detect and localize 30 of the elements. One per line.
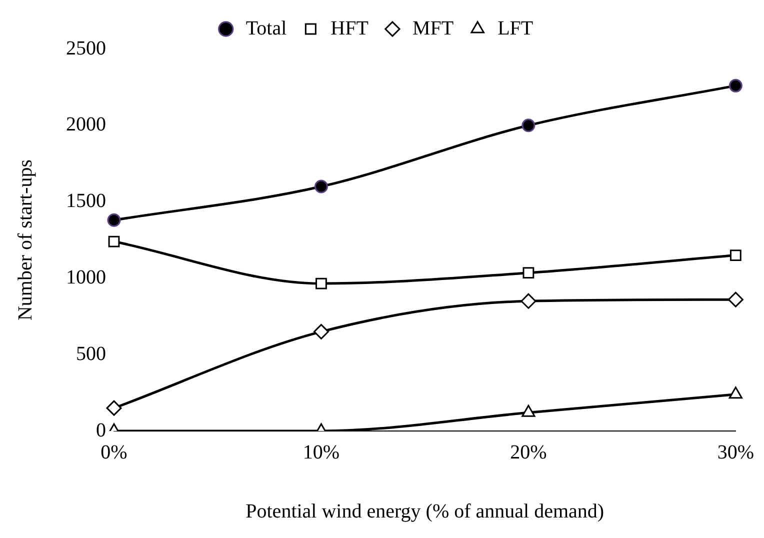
point (728, 78, 742, 92)
y-tick-label: 0 (96, 419, 106, 442)
y-tick-label: 1500 (66, 190, 106, 212)
y-axis-title: Number of start-ups (14, 159, 36, 321)
point (106, 400, 122, 416)
point (522, 404, 536, 417)
y-tick-label: 500 (76, 342, 106, 365)
legend-label: Total (246, 17, 288, 40)
point (108, 236, 120, 248)
x-tick-label: 30% (717, 441, 754, 464)
point (520, 293, 536, 309)
x-tick-label: 10% (302, 441, 340, 464)
y-tick-label: 1000 (66, 266, 106, 288)
point (313, 324, 329, 340)
point (107, 213, 121, 227)
y-tick-label: 2500 (66, 37, 106, 60)
x-tick-label: 0% (100, 441, 128, 464)
legend-label: LFT (498, 17, 534, 40)
point (522, 267, 534, 279)
point (730, 250, 742, 261)
point (316, 278, 327, 290)
legend-label: MFT (412, 17, 454, 40)
x-axis-title: Potential wind energy (% of annual demand) (246, 500, 604, 522)
point (314, 180, 328, 194)
point (728, 292, 744, 308)
x-tick-label: 20% (510, 441, 547, 464)
point (728, 386, 742, 399)
point (522, 118, 536, 132)
legend-label: HFT (330, 17, 368, 40)
y-tick-label: 2000 (66, 114, 106, 136)
